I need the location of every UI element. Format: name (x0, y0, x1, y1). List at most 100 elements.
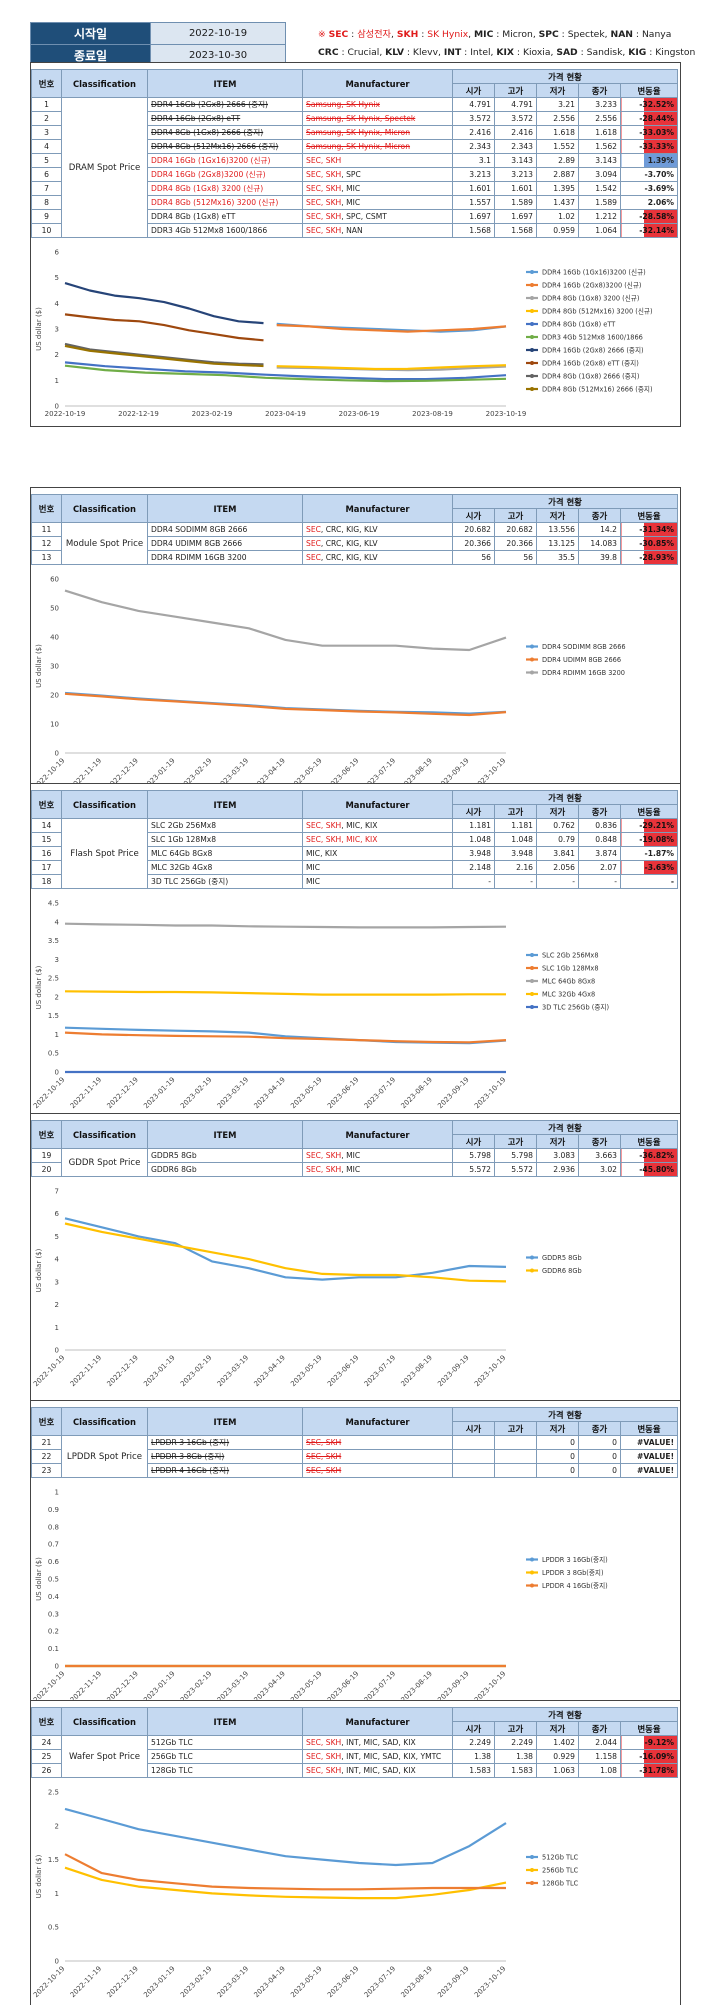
legend-label[interactable]: DDR4 16Gb (2Gx8) eTT (중지) (542, 359, 639, 368)
y-tick-label: 4 (55, 300, 60, 308)
legend-label[interactable]: DDR3 4Gb 512Mx8 1600/1866 (542, 334, 643, 342)
legend-entry-kix: KIX : Kioxia, (496, 47, 557, 58)
legend-label[interactable]: 256Gb TLC (542, 1867, 579, 1875)
legend-label[interactable]: DDR4 16Gb (2Gx8)3200 (신규) (542, 281, 642, 290)
start-date-value[interactable]: 2022-10-19 (150, 22, 286, 45)
end-date-value[interactable]: 2023-10-30 (150, 44, 286, 67)
dram-chart: 0 1 2 3 4 5 6 US dollar ($) 2022-10-19 2022-12-19… (31, 246, 680, 426)
legend-label[interactable]: DDR4 8Gb (1Gx8) eTT (542, 321, 616, 329)
legend-label[interactable]: DDR4 SODIMM 8GB 2666 (542, 643, 626, 651)
legend-label[interactable]: DDR4 RDIMM 16GB 3200 (542, 669, 625, 677)
legend-label[interactable]: DDR4 8Gb (1Gx8) 2666 (중지) (542, 372, 639, 381)
legend-label[interactable]: SLC 1Gb 128Mx8 (542, 965, 599, 973)
legend-marker-1 (530, 657, 534, 662)
classification-cell: DRAM Spot Price (61, 97, 148, 238)
legend-label[interactable]: DDR4 16Gb (1Gx16)3200 (신규) (542, 268, 646, 277)
legend-label[interactable]: DDR4 UDIMM 8GB 2666 (542, 656, 621, 664)
x-tick-label: 2022-12-19 (105, 1354, 139, 1388)
legend-label[interactable]: MLC 64Gb 8Gx8 (542, 978, 595, 986)
table-row[interactable]: 6 DDR4 16Gb (2Gx8)3200 (신규) SEC, SKH, SPC 3… (31, 167, 679, 182)
legend-label[interactable]: LPDDR 4 16Gb(중지) (542, 1581, 608, 1590)
table-row[interactable]: 2 DDR4 16Gb (2Gx8) eTT Samsung, SK Hynix, … (31, 111, 679, 126)
change-rate: -3.63% (619, 860, 679, 875)
series-line-0 (64, 1807, 507, 1867)
table-row[interactable]: 10 DDR3 4Gb 512Mx8 1600/1866 SEC, SKH, NAN… (31, 223, 679, 238)
price-open: 3.213 (452, 167, 495, 182)
manufacturer-cell: SEC, SKH, MIC (302, 1162, 453, 1177)
legend-marker-4 (530, 322, 534, 326)
legend-label[interactable]: SLC 2Gb 256Mx8 (542, 952, 599, 960)
table-row[interactable]: 12 DDR4 UDIMM 8GB 2666 SEC, CRC, KIG, KLV 2… (31, 536, 679, 551)
table-row[interactable]: 21 LPDDR Spot Price LPDDR 3 16Gb (중지) SEC, … (31, 1435, 679, 1478)
x-tick-label: 2022-10-19 (45, 410, 86, 418)
legend-marker-2 (530, 1881, 534, 1885)
table-row[interactable]: 7 DDR4 8Gb (1Gx8) 3200 (신규) SEC, SKH, MIC 1… (31, 181, 679, 196)
table-row[interactable]: 19 GDDR Spot Price GDDR5 8Gb SEC, SKH, MIC 5… (31, 1148, 679, 1177)
header-change: 변동율 (619, 1721, 679, 1736)
change-rate: #VALUE! (619, 1435, 679, 1450)
legend-key: KLV (385, 47, 404, 58)
table-row[interactable]: 11 Module Spot Price DDR4 SODIMM 8GB 2666 S… (31, 522, 679, 565)
table-row[interactable]: 8 DDR4 8Gb (512Mx16) 3200 (신규) SEC, SKH, M… (31, 195, 679, 210)
legend-label[interactable]: LPDDR 3 16Gb(중지) (542, 1555, 608, 1564)
note-marker: ※ (318, 29, 326, 40)
manufacturer-rest: , MIC (341, 1151, 361, 1160)
legend-label[interactable]: DDR4 8Gb (512Mx16) 2666 (중지) (542, 385, 653, 394)
legend-label[interactable]: 3D TLC 256Gb (중지) (542, 1003, 609, 1012)
table-row[interactable]: 4 DDR4 8Gb (512Mx16) 2666 (중지) Samsung, SK… (31, 139, 679, 154)
table-row[interactable]: 25 256Gb TLC SEC, SKH, INT, MIC, SAD, KIX,… (31, 1749, 679, 1764)
table-row[interactable]: 15 SLC 1Gb 128Mx8 SEC, SKH, MIC, KIX 1.048 1… (31, 832, 679, 847)
manufacturer-cell: SEC, SKH, NAN (302, 223, 453, 238)
table-row[interactable]: 18 3D TLC 256Gb (중지) MIC - - - - - (31, 874, 679, 889)
item-cell: DDR4 16Gb (2Gx8) eTT (147, 111, 303, 126)
table-row[interactable]: 13 DDR4 RDIMM 16GB 3200 SEC, CRC, KIG, KLV… (31, 550, 679, 565)
legend-label[interactable]: MLC 32Gb 4Gx8 (542, 991, 595, 999)
table-row[interactable]: 17 MLC 32Gb 4Gx8 MIC 2.148 2.16 2.056 2.07 -3.6… (31, 860, 679, 875)
legend-entry-mic: MIC : Micron, (474, 29, 539, 40)
legend-label[interactable]: DDR4 8Gb (512Mx16) 3200 (신규) (542, 307, 653, 316)
price-open: 3.948 (452, 846, 495, 861)
manufacturer-cell: SEC, SKH, MIC (302, 181, 453, 196)
legend-label[interactable]: DDR4 8Gb (1Gx8) 3200 (신규) (542, 294, 639, 303)
legend-label[interactable]: LPDDR 3 8Gb(중지) (542, 1568, 604, 1577)
flash-chart: 0 0.5 1 1.5 2 2.5 3 3.5 4 4.5 US dollar ($) 2022-10… (31, 897, 680, 1122)
legend-label[interactable]: DDR4 16Gb (2Gx8) 2666 (중지) (542, 346, 644, 355)
header-open: 시가 (452, 1134, 495, 1149)
table-row[interactable]: 14 Flash Spot Price SLC 2Gb 256Mx8 SEC, SKH… (31, 818, 679, 889)
price-high: 1.181 (494, 818, 537, 833)
table-row[interactable]: 5 DDR4 16Gb (1Gx16)3200 (신규) SEC, SKH 3.1 3.… (31, 153, 679, 168)
section-gddr: 번호 Classification ITEM Manufacturer 가격 현황 시가 고… (30, 1113, 681, 1401)
x-tick-label: 2023-07-19 (363, 1965, 397, 1999)
legend-label[interactable]: GDDR5 8Gb (542, 1254, 582, 1262)
price-open: 1.583 (452, 1763, 495, 1778)
row-number: 23 (31, 1463, 62, 1478)
legend-label[interactable]: GDDR6 8Gb (542, 1267, 582, 1275)
price-close: 3.663 (578, 1148, 621, 1163)
change-rate: -28.58% (619, 209, 679, 224)
table-row[interactable]: 1 DRAM Spot Price DDR4 16Gb (2Gx8) 2666 (중… (31, 97, 679, 238)
y-tick-label: 0.7 (48, 1541, 59, 1549)
table-row[interactable]: 24 Wafer Spot Price 512Gb TLC SEC, SKH, INT… (31, 1735, 679, 1778)
table-row[interactable]: 22 LPDDR 3 8Gb (중지) SEC, SKH 0 0 #VALUE! (31, 1449, 679, 1464)
header-no: 번호 (31, 1120, 62, 1149)
y-tick-label: 1 (55, 1489, 59, 1497)
table-row[interactable]: 16 MLC 64Gb 8Gx8 MIC, KIX 3.948 3.948 3.841 3.… (31, 846, 679, 861)
x-tick-label: 2023-09-19 (436, 1965, 470, 1999)
legend-entry-klv: KLV : Klevv, (385, 47, 444, 58)
table-row[interactable]: 26 128Gb TLC SEC, SKH, INT, MIC, SAD, KIX 1… (31, 1763, 679, 1778)
price-close: 0.836 (578, 818, 621, 833)
price-open: 5.572 (452, 1162, 495, 1177)
price-close: 0 (578, 1449, 621, 1464)
manufacturer-text: SEC, SKH, MIC, KIX (306, 835, 378, 844)
table-row[interactable]: 23 LPDDR 4 16Gb (중지) SEC, SKH 0 0 #VALUE! (31, 1463, 679, 1478)
manufacturer-highlight: SEC, SKH (306, 198, 342, 207)
manufacturer-highlight: SEC, SKH (306, 212, 342, 221)
table-row[interactable]: 20 GDDR6 8Gb SEC, SKH, MIC 5.572 5.572 2.936 3… (31, 1162, 679, 1177)
price-low: - (536, 874, 579, 889)
legend-label[interactable]: 512Gb TLC (542, 1854, 579, 1862)
change-rate: -28.44% (619, 111, 679, 126)
header-no: 번호 (31, 69, 62, 98)
price-open: 1.048 (452, 832, 495, 847)
legend-label[interactable]: 128Gb TLC (542, 1880, 579, 1888)
manufacturer-text: Samsung, SK Hynix (306, 100, 380, 109)
